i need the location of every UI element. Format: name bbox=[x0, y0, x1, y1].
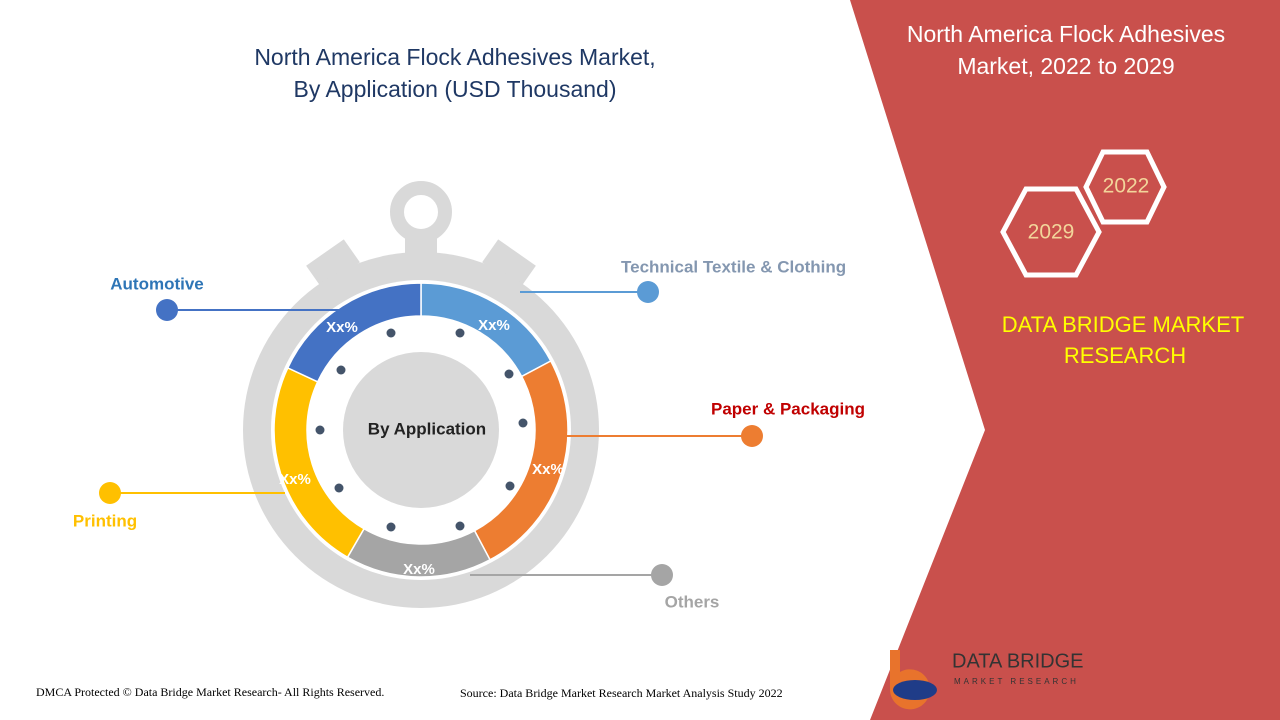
brand: RESEARCH bbox=[1064, 343, 1186, 368]
connector-dot bbox=[156, 299, 178, 321]
dot bbox=[386, 328, 396, 338]
segment-share: Xx% bbox=[326, 319, 358, 336]
dot bbox=[504, 369, 514, 379]
connector-dot bbox=[99, 482, 121, 504]
dot bbox=[505, 481, 515, 491]
center-disc bbox=[343, 352, 499, 508]
dot bbox=[334, 483, 344, 493]
panel-title: North America Flock Adhesives bbox=[907, 21, 1225, 47]
segment-name: Automotive bbox=[110, 274, 204, 293]
brand: DATA BRIDGE MARKET bbox=[1002, 312, 1244, 337]
title: North America Flock Adhesives Market, bbox=[254, 44, 655, 70]
connector-dot bbox=[741, 425, 763, 447]
hexagon-year: 2029 bbox=[1028, 221, 1075, 244]
panel-title: Market, 2022 to 2029 bbox=[957, 53, 1174, 79]
title: By Application (USD Thousand) bbox=[293, 76, 616, 102]
copyright: DMCA Protected © Data Bridge Market Rese… bbox=[36, 685, 384, 699]
dot bbox=[336, 365, 346, 375]
segment-share: Xx% bbox=[478, 317, 510, 334]
source: Source: Data Bridge Market Research Mark… bbox=[460, 686, 783, 700]
segment-share: Xx% bbox=[279, 471, 311, 488]
dot bbox=[455, 521, 465, 531]
logo-mark bbox=[893, 680, 937, 700]
knob bbox=[390, 181, 452, 243]
logo: DATA BRIDGE MARKET RESEARCH bbox=[890, 650, 1084, 710]
dots bbox=[315, 328, 528, 532]
dot bbox=[518, 418, 528, 428]
button bbox=[482, 239, 536, 289]
logo-name: DATA BRIDGE bbox=[952, 650, 1084, 672]
segment-share: Xx% bbox=[532, 461, 564, 478]
button bbox=[306, 239, 360, 289]
segment-name: Paper & Packaging bbox=[711, 399, 865, 418]
center-label: By Application bbox=[368, 419, 486, 438]
segment-name: Printing bbox=[73, 511, 137, 530]
dot bbox=[315, 425, 325, 435]
segment-share: Xx% bbox=[403, 561, 435, 578]
segment bbox=[286, 282, 422, 383]
hexagon-year: 2022 bbox=[1103, 175, 1150, 198]
dot bbox=[386, 522, 396, 532]
connector-dot bbox=[651, 564, 673, 586]
hexagon bbox=[1000, 186, 1102, 278]
connector-dot bbox=[637, 281, 659, 303]
segment-name: Technical Textile & Clothing bbox=[621, 257, 846, 276]
side-panel bbox=[850, 0, 1280, 720]
segment-name: Others bbox=[665, 592, 720, 611]
logo-tagline: MARKET RESEARCH bbox=[954, 677, 1079, 686]
hexagon bbox=[1083, 149, 1167, 225]
dot bbox=[455, 328, 465, 338]
